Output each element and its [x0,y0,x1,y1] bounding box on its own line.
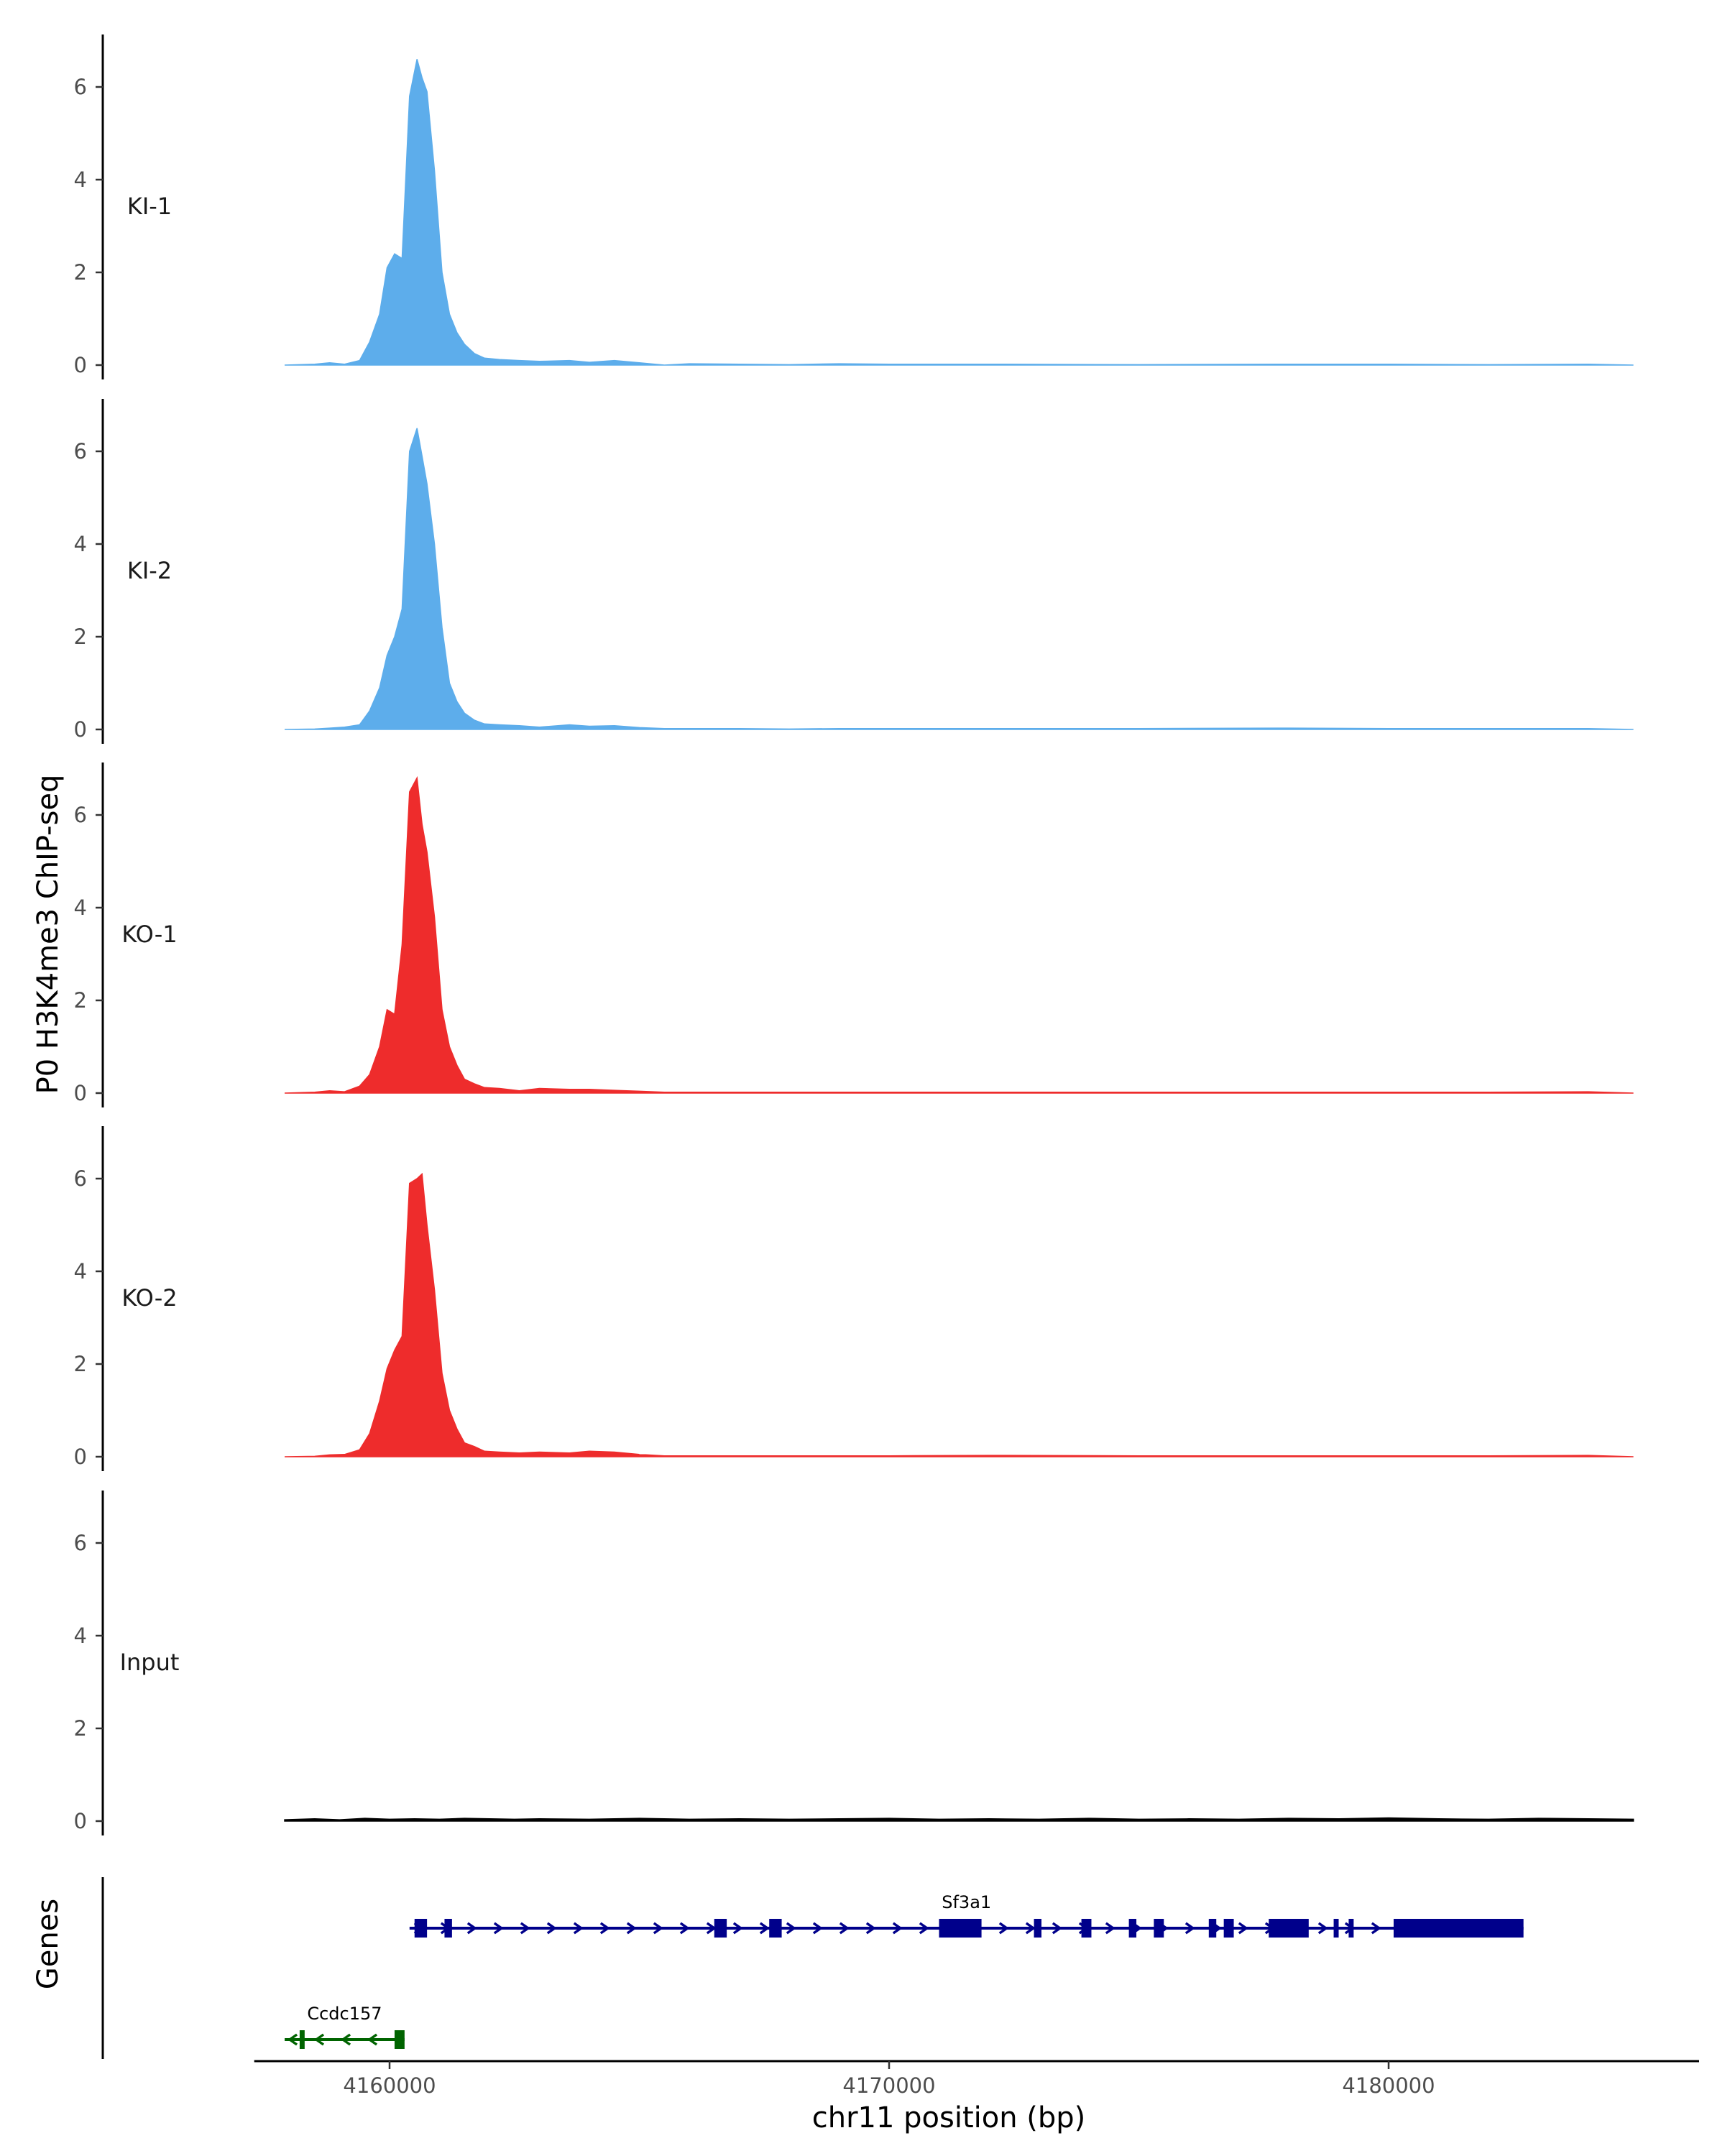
strand-arrow [546,1922,557,1935]
strand-arrow [1184,1922,1195,1935]
track-ko-1: 0 2 4 6 KO-1 [74,763,1634,1107]
strand-arrow [653,1922,663,1935]
exon [1393,1919,1524,1938]
exon [769,1919,782,1938]
strand-arrow [1238,1922,1248,1935]
x-axis: 4160000 4170000 4180000 [254,2060,1699,2098]
strand-arrow [732,1922,743,1935]
y-tick-label: 4 [74,1623,87,1648]
y-tick-label: 0 [74,1809,87,1833]
strand-arrow [998,1922,1009,1935]
exon [939,1919,982,1938]
y-tick-label: 0 [74,353,87,377]
exon [1223,1919,1234,1938]
exon [1208,1919,1217,1938]
track-input: 0 2 4 6 Input [74,1491,1634,1835]
strand-arrow [573,1922,584,1935]
y-tick-label: 2 [74,625,87,649]
gene-ccdc157: Ccdc157 [285,2004,405,2049]
strand-arrow [626,1922,637,1935]
y-tick-label: 6 [74,75,87,99]
strand-arrow [599,1922,610,1935]
y-tick-label: 0 [74,1445,87,1469]
y-tick-label: 0 [74,717,87,742]
strand-arrow [1025,1922,1036,1935]
strand-arrow [892,1922,903,1935]
track-ki-2: 0 2 4 6 KI-2 [74,399,1634,744]
track-ki-1: 0 2 4 6 KI-1 [74,34,1634,379]
exon [1269,1919,1309,1938]
exon [394,2030,405,2049]
track-ko-2: 0 2 4 6 KO-2 [74,1126,1634,1471]
strand-arrow [340,2033,351,2046]
y-tick-label: 6 [74,439,87,464]
strand-arrow [865,1922,876,1935]
signal-area [284,59,1634,366]
gene-label: Sf3a1 [942,1892,991,1912]
y-tick-label: 4 [74,167,87,192]
y-tick-label: 6 [74,1166,87,1191]
y-tick-label: 2 [74,1352,87,1376]
y-tick-label: 0 [74,1081,87,1105]
strand-arrow [367,2033,378,2046]
exon [444,1919,452,1938]
exon [714,1919,727,1938]
strand-arrow [919,1922,929,1935]
strand-arrow [679,1922,690,1935]
strand-arrow [287,2033,298,2046]
strand-arrow [1105,1922,1116,1935]
exon [1333,1919,1339,1938]
strand-arrow [1052,1922,1062,1935]
x-tick-label: 4180000 [1342,2073,1435,2098]
track-label: KO-1 [121,921,177,948]
track-label: Input [120,1649,180,1676]
strand-arrow [1371,1922,1381,1935]
strand-arrow [786,1922,796,1935]
strand-arrow [812,1922,823,1935]
strand-arrow [759,1922,770,1935]
y-tick-label: 2 [74,260,87,285]
exon [1034,1919,1041,1938]
exon [299,2030,305,2049]
strand-arrow [493,1922,504,1935]
x-tick-label: 4160000 [343,2073,436,2098]
y-tick-label: 2 [74,1716,87,1741]
signal-area [284,775,1634,1094]
exon [1154,1919,1164,1938]
track-label: KO-2 [121,1284,177,1312]
x-tick-label: 4170000 [842,2073,935,2098]
signal-area [284,428,1634,730]
track-label: KI-2 [127,557,172,584]
y-tick-label: 6 [74,803,87,827]
exon [1348,1919,1354,1938]
signal-area [284,1172,1634,1457]
signal-tracks: 0 2 4 6 KI-1 0 2 4 6 KI-2 0 2 4 6 KO-1 0 2 4 6 KO-2 0 2 4 6 Inpu… [74,34,1634,1835]
y-tick-label: 2 [74,988,87,1013]
strand-arrow [313,2033,325,2046]
y-tick-label: 4 [74,532,87,556]
exon [1128,1919,1137,1938]
strand-arrow [839,1922,850,1935]
x-axis-title: chr11 position (bp) [812,2101,1086,2134]
y-tick-label: 4 [74,1259,87,1284]
gene-label: Ccdc157 [307,2004,382,2024]
gene-sf3a1: Sf3a1 [409,1892,1524,1938]
strand-arrow [520,1922,530,1935]
strand-arrow [1317,1922,1328,1935]
track-label: KI-1 [127,193,172,220]
y-tick-label: 6 [74,1531,87,1555]
gene-track-title: Genes [32,1899,65,1989]
gene-track: Sf3a1 Ccdc157 [101,1877,1524,2059]
exon [414,1919,428,1938]
y-axis-title: P0 H3K4me3 ChIP-seq [32,775,65,1095]
exon [1081,1919,1092,1938]
strand-arrow [466,1922,477,1935]
y-tick-label: 4 [74,895,87,920]
signal-area [284,1817,1634,1822]
